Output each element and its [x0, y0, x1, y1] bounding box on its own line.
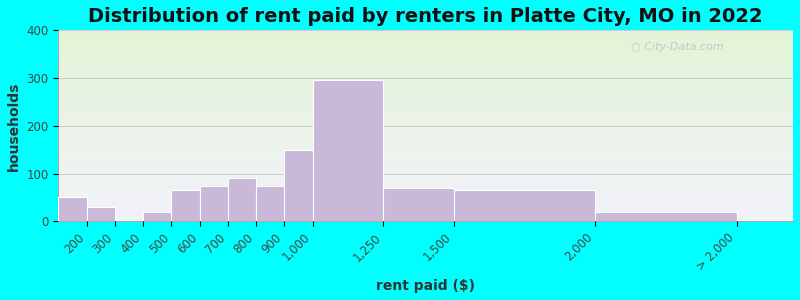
Bar [285, 150, 313, 221]
Y-axis label: households: households [7, 81, 21, 170]
Bar [228, 178, 256, 221]
X-axis label: rent paid ($): rent paid ($) [376, 279, 475, 293]
Title: Distribution of rent paid by renters in Platte City, MO in 2022: Distribution of rent paid by renters in … [89, 7, 763, 26]
Bar [143, 212, 171, 221]
Bar [454, 190, 595, 221]
Bar [256, 185, 285, 221]
Bar [383, 188, 454, 221]
Text: ○ City-Data.com: ○ City-Data.com [631, 42, 724, 52]
Bar [595, 212, 737, 221]
Bar [313, 80, 383, 221]
Bar [200, 185, 228, 221]
Bar [58, 197, 86, 221]
Bar [86, 207, 115, 221]
Bar [171, 190, 200, 221]
